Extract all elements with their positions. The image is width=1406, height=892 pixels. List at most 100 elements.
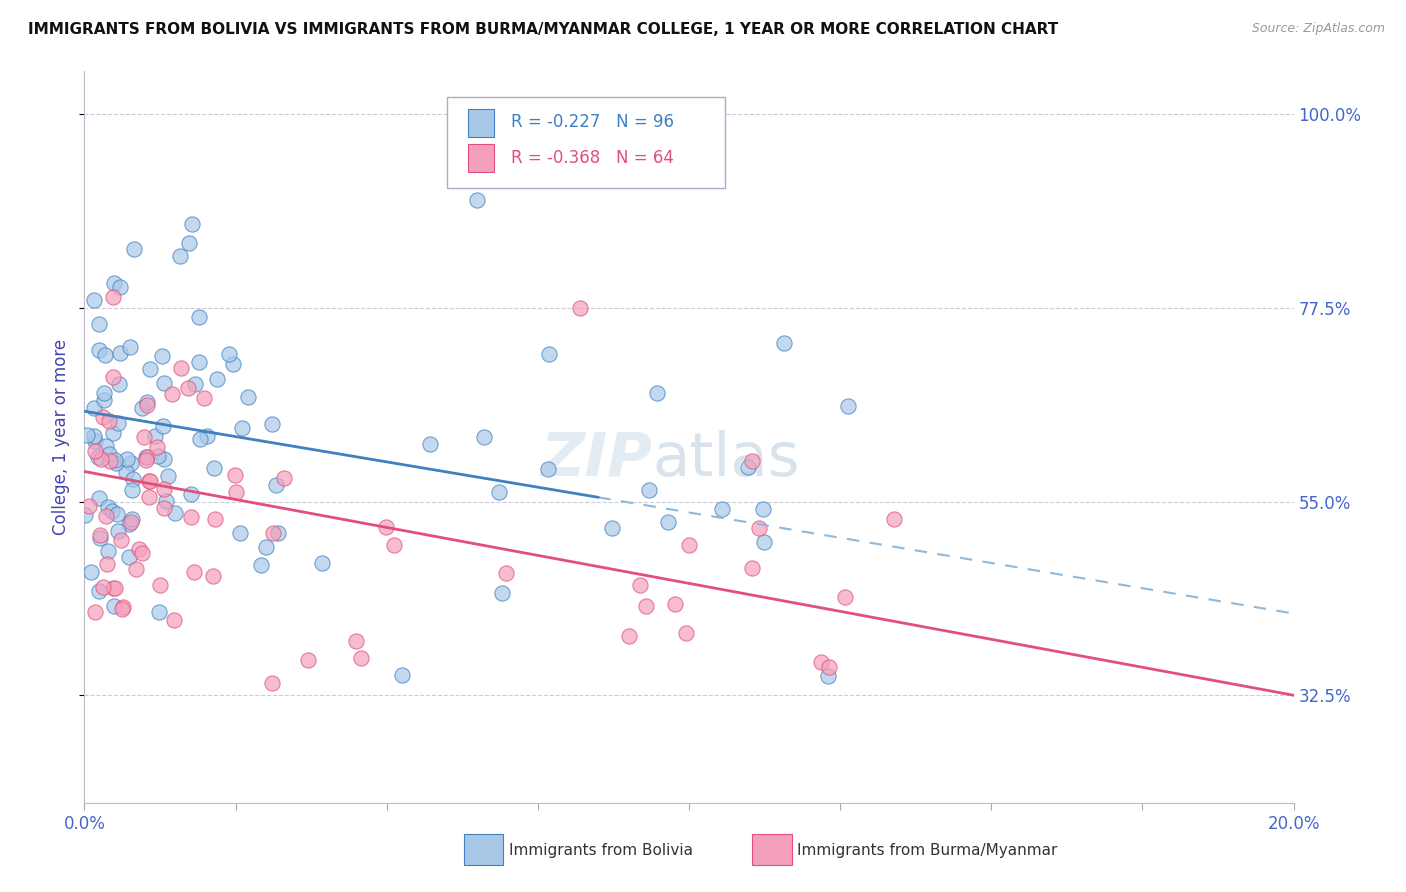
Point [183, 565, 205, 579]
Point [128, 541, 150, 556]
Point [772, 336, 794, 351]
Point [152, 418, 174, 433]
Point [260, 676, 283, 690]
Point [138, 475, 160, 489]
Point [80, 565, 103, 579]
Point [89, 528, 111, 542]
Point [156, 468, 179, 483]
Point [177, 235, 200, 250]
Point [120, 456, 142, 470]
Point [536, 462, 558, 476]
Point [153, 482, 176, 496]
Point [180, 487, 202, 501]
Point [104, 453, 127, 467]
Point [93, 392, 115, 407]
Point [834, 590, 856, 604]
Point [131, 546, 153, 560]
Point [169, 249, 191, 263]
Point [115, 452, 138, 467]
Point [264, 478, 287, 492]
Point [145, 441, 167, 455]
Point [89, 318, 111, 332]
Point [135, 450, 157, 464]
Point [201, 569, 224, 583]
Point [110, 346, 132, 360]
Point [202, 460, 225, 475]
Point [111, 602, 134, 616]
Point [711, 502, 734, 516]
Point [748, 520, 770, 534]
Point [752, 502, 775, 516]
Point [228, 525, 250, 540]
Point [94, 439, 117, 453]
Point [488, 484, 510, 499]
Point [384, 538, 406, 552]
Point [89, 532, 111, 546]
Point [135, 453, 157, 467]
Point [118, 340, 141, 354]
Point [741, 454, 763, 468]
Point [111, 599, 134, 614]
Point [139, 474, 162, 488]
Point [122, 472, 145, 486]
Point [817, 669, 839, 683]
Point [600, 521, 623, 535]
Point [150, 350, 173, 364]
Point [84, 605, 107, 619]
Point [254, 540, 277, 554]
Point [96, 557, 118, 571]
Point [143, 429, 166, 443]
Point [108, 376, 131, 391]
Point [149, 578, 172, 592]
Text: IMMIGRANTS FROM BOLIVIA VS IMMIGRANTS FROM BURMA/MYANMAR COLLEGE, 1 YEAR OR MORE: IMMIGRANTS FROM BOLIVIA VS IMMIGRANTS FR… [28, 22, 1059, 37]
Point [87, 343, 110, 357]
Point [184, 376, 207, 391]
Text: ZIP: ZIP [541, 430, 652, 489]
Point [138, 490, 160, 504]
Point [100, 504, 122, 518]
Point [195, 428, 218, 442]
Point [250, 558, 273, 572]
Point [83, 401, 105, 415]
Point [152, 501, 174, 516]
Point [297, 653, 319, 667]
Point [93, 386, 115, 401]
Point [467, 194, 489, 208]
Point [204, 512, 226, 526]
Text: R = -0.368   N = 64: R = -0.368 N = 64 [512, 149, 673, 167]
Point [118, 516, 141, 531]
Point [664, 597, 686, 611]
Point [188, 432, 211, 446]
Point [84, 434, 107, 449]
Point [883, 512, 905, 526]
Point [349, 651, 371, 665]
Point [375, 519, 398, 533]
Point [148, 605, 170, 619]
Point [187, 355, 209, 369]
Point [205, 372, 228, 386]
Point [222, 357, 245, 371]
Point [94, 348, 117, 362]
Y-axis label: College, 1 year or more: College, 1 year or more [52, 339, 70, 535]
Text: atlas: atlas [652, 430, 800, 489]
Point [647, 385, 669, 400]
Point [90, 451, 112, 466]
Point [131, 401, 153, 415]
FancyBboxPatch shape [447, 97, 725, 188]
Text: Immigrants from Bolivia: Immigrants from Bolivia [509, 843, 693, 857]
Point [181, 217, 204, 231]
Point [136, 398, 159, 412]
Point [177, 381, 200, 395]
Point [155, 494, 177, 508]
Point [636, 599, 658, 614]
Point [125, 562, 148, 576]
Point [103, 276, 125, 290]
Point [98, 414, 121, 428]
Point [491, 585, 513, 599]
Point [98, 454, 121, 468]
Point [741, 561, 763, 575]
Point [101, 370, 124, 384]
Point [752, 534, 775, 549]
Point [94, 508, 117, 523]
Point [391, 667, 413, 681]
